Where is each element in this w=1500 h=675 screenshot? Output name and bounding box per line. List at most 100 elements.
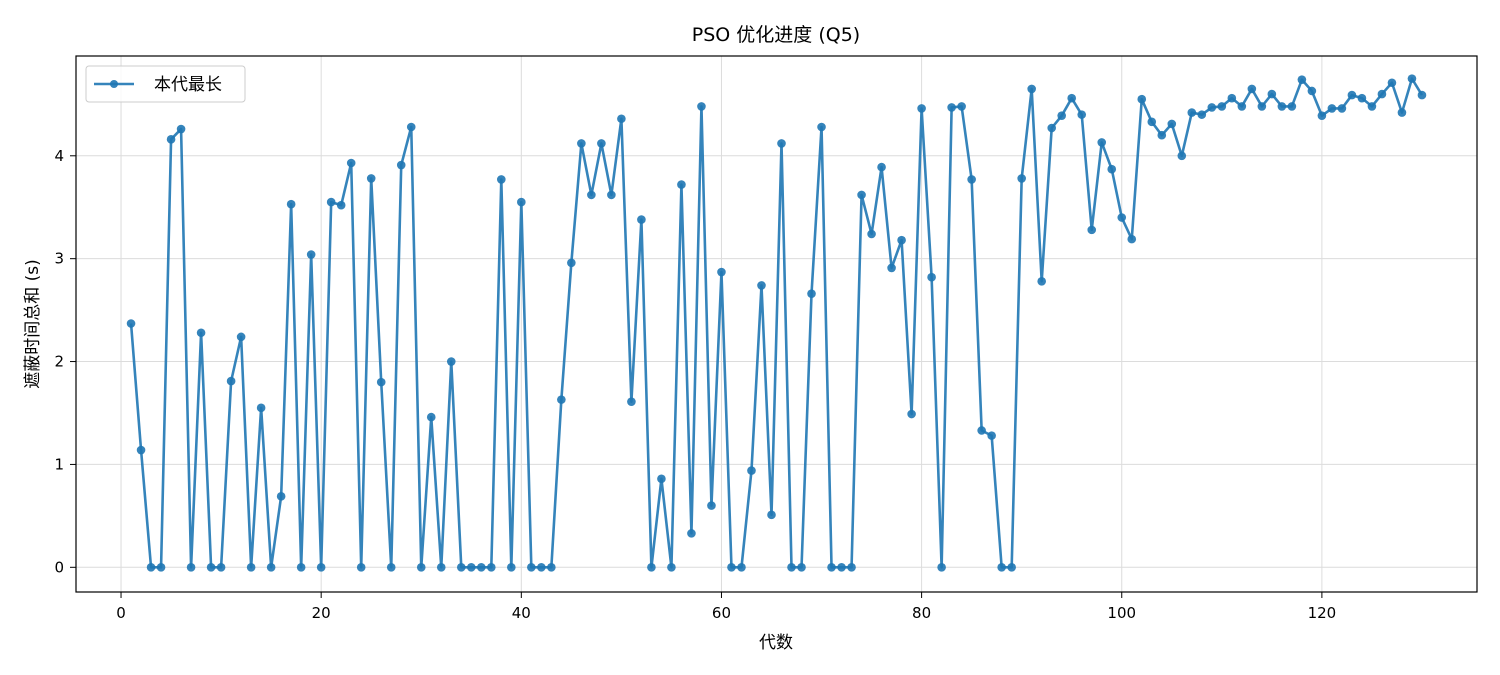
data-point — [1207, 103, 1217, 112]
data-point — [847, 563, 856, 572]
data-point — [867, 229, 876, 239]
data-point — [997, 563, 1006, 572]
data-point — [827, 563, 836, 572]
data-point — [1297, 75, 1307, 84]
data-point — [1137, 94, 1147, 104]
x-tick-label: 80 — [912, 604, 931, 622]
x-tick-label: 0 — [116, 604, 126, 622]
data-point — [637, 215, 646, 224]
axis-ticks: 0 20 40 60 80 100 120 0 1 2 3 4 — [54, 147, 1336, 622]
data-point — [707, 501, 716, 510]
data-point — [1187, 108, 1197, 117]
data-point — [1027, 84, 1036, 94]
data-point — [1007, 563, 1016, 572]
data-point — [1117, 213, 1127, 222]
data-point — [1047, 123, 1056, 133]
data-point — [667, 563, 676, 572]
data-point — [136, 445, 146, 455]
data-point — [126, 319, 136, 328]
data-point — [787, 563, 796, 572]
data-point — [196, 328, 206, 338]
data-point — [507, 563, 516, 572]
data-point — [296, 563, 306, 572]
y-tick-label: 3 — [54, 250, 64, 268]
data-point — [206, 563, 216, 572]
data-point — [1197, 110, 1207, 119]
data-point — [657, 474, 666, 484]
data-point — [577, 139, 586, 148]
data-point — [1157, 130, 1167, 140]
data-point — [1397, 108, 1407, 117]
x-tick-label: 40 — [512, 604, 531, 622]
data-point — [1387, 78, 1397, 88]
data-point — [406, 122, 416, 132]
data-point — [376, 377, 386, 387]
data-point — [1217, 102, 1227, 111]
data-point — [937, 563, 946, 572]
data-point — [1247, 84, 1257, 94]
data-point — [527, 563, 536, 572]
data-point — [276, 492, 286, 501]
data-point — [446, 357, 456, 366]
data-point — [927, 272, 936, 282]
data-point — [1107, 164, 1117, 174]
data-point — [326, 197, 336, 207]
data-point — [977, 426, 986, 435]
data-point — [226, 376, 236, 386]
y-tick-label: 1 — [54, 455, 64, 473]
data-point — [256, 403, 266, 413]
data-point — [216, 563, 226, 572]
data-point — [1237, 102, 1247, 111]
data-point — [947, 103, 956, 112]
data-point — [677, 180, 686, 189]
data-point — [1417, 90, 1427, 100]
data-point — [607, 190, 616, 200]
data-point — [1017, 174, 1026, 183]
series — [126, 74, 1427, 572]
data-point — [336, 200, 346, 210]
x-tick-label: 100 — [1107, 604, 1136, 622]
legend-marker-swatch — [110, 80, 118, 88]
grid — [76, 56, 1477, 592]
data-point — [487, 563, 496, 572]
data-point — [697, 102, 706, 111]
data-point — [146, 563, 156, 572]
data-point — [967, 175, 976, 184]
data-point — [877, 162, 886, 172]
data-point — [176, 124, 186, 134]
data-point — [306, 250, 316, 259]
data-point — [426, 412, 436, 422]
data-point — [717, 267, 726, 277]
data-point — [1377, 89, 1387, 99]
chart-title: PSO 优化进度 (Q5) — [692, 24, 860, 46]
data-point — [1337, 104, 1347, 113]
y-axis-label: 遮蔽时间总和 (s) — [23, 259, 43, 389]
data-point — [837, 563, 846, 572]
data-point — [286, 199, 296, 209]
data-point — [587, 190, 596, 200]
data-point — [1097, 138, 1107, 147]
data-point — [1347, 90, 1357, 100]
data-point — [1257, 102, 1267, 111]
data-point — [266, 563, 276, 572]
data-point — [557, 395, 566, 404]
legend-label: 本代最长 — [154, 75, 222, 95]
data-point — [757, 281, 766, 290]
data-point — [887, 263, 896, 273]
data-point — [356, 563, 366, 572]
data-point — [1357, 93, 1367, 103]
data-point — [476, 563, 486, 572]
data-point — [547, 563, 556, 572]
legend: 本代最长 — [85, 65, 246, 103]
data-point — [1227, 93, 1237, 103]
data-point — [957, 102, 966, 111]
data-point — [687, 529, 696, 538]
data-point — [456, 563, 466, 572]
data-point — [597, 139, 606, 148]
data-point — [1167, 119, 1177, 129]
x-axis-label: 代数 — [759, 633, 793, 653]
data-point — [567, 258, 576, 268]
data-point — [1057, 111, 1066, 120]
data-point — [156, 563, 166, 572]
